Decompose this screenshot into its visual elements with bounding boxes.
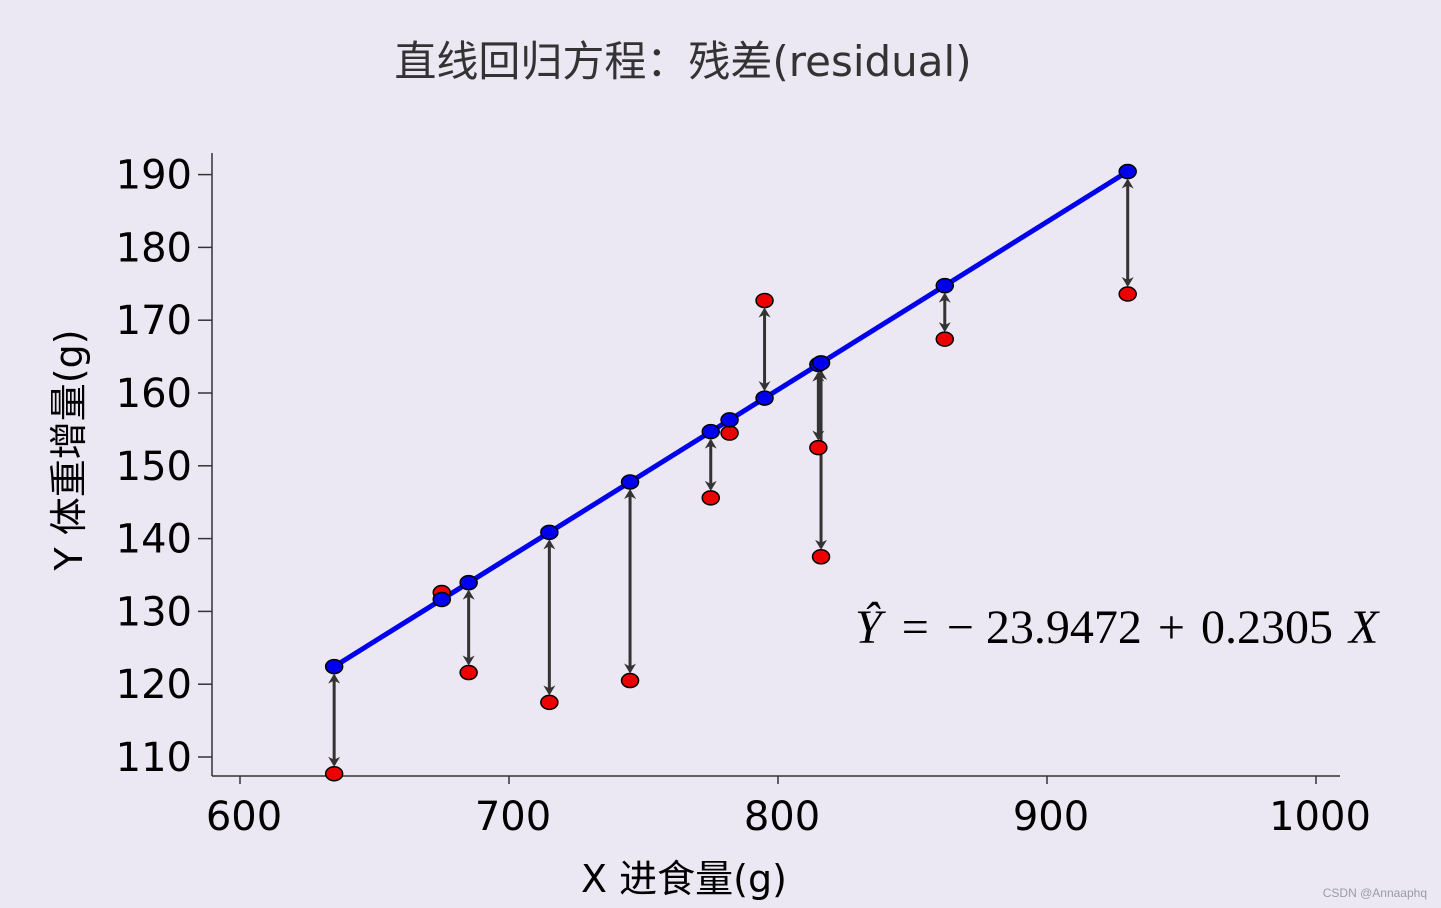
y-tick-label: 190 bbox=[116, 153, 192, 199]
fitted-point bbox=[811, 355, 831, 371]
y-tick-label: 140 bbox=[116, 517, 192, 563]
equation-slope: 0.2305 bbox=[1201, 601, 1333, 654]
fitted-point bbox=[755, 390, 774, 406]
y-tick-label: 160 bbox=[116, 371, 192, 417]
page-title: 直线回归方程：残差(residual) bbox=[394, 37, 972, 86]
y-tick-label: 120 bbox=[116, 662, 192, 708]
fitted-point bbox=[432, 591, 451, 608]
regression-equation: Ŷ = − 23.9472 + 0.2305 X bbox=[855, 601, 1380, 654]
x-tick-label: 1000 bbox=[1269, 794, 1371, 840]
observed-point bbox=[620, 672, 640, 689]
observed-point bbox=[1118, 286, 1137, 302]
observed-point bbox=[540, 694, 559, 711]
equation-minus: − bbox=[947, 601, 974, 654]
fitted-point bbox=[620, 474, 640, 490]
equation-yhat: Ŷ bbox=[855, 601, 886, 654]
fitted-point bbox=[935, 277, 955, 294]
equation-equals: = bbox=[902, 601, 929, 654]
axis-ticks: 600 700 800 900 1000 110 120 130 140 150 160 170 180… bbox=[116, 153, 1371, 840]
fitted-point bbox=[540, 524, 559, 541]
axes bbox=[211, 153, 1340, 777]
observed-point bbox=[809, 439, 828, 456]
x-axis-title: X 进食量(g) bbox=[581, 857, 787, 901]
observed-point bbox=[324, 765, 344, 782]
data-points bbox=[324, 163, 1137, 782]
observed-point bbox=[459, 664, 478, 681]
fitted-point bbox=[720, 412, 739, 428]
y-tick-label: 170 bbox=[116, 298, 192, 344]
residual-arrows bbox=[328, 178, 1134, 767]
y-tick-label: 150 bbox=[116, 444, 192, 490]
y-tick-label: 110 bbox=[116, 735, 192, 781]
x-tick-label: 700 bbox=[475, 794, 551, 840]
x-tick-label: 900 bbox=[1013, 794, 1089, 840]
watermark: CSDN @Annaaphq bbox=[1322, 886, 1427, 900]
y-axis-title: Y 体重增量(g) bbox=[47, 329, 91, 571]
x-tick-label: 600 bbox=[206, 794, 282, 840]
equation-plus: + bbox=[1158, 601, 1185, 654]
y-tick-label: 180 bbox=[116, 225, 192, 271]
equation-intercept: 23.9472 bbox=[986, 601, 1142, 654]
observed-point bbox=[701, 490, 720, 506]
observed-point bbox=[935, 331, 955, 347]
x-tick-label: 800 bbox=[744, 794, 820, 840]
equation-x: X bbox=[1347, 601, 1380, 654]
observed-point bbox=[720, 425, 739, 441]
fitted-point bbox=[459, 574, 478, 591]
observed-point bbox=[811, 549, 831, 565]
fitted-point bbox=[324, 658, 344, 675]
observed-point bbox=[755, 292, 774, 309]
fitted-point bbox=[1118, 163, 1137, 180]
y-tick-label: 130 bbox=[116, 589, 192, 635]
fitted-point bbox=[701, 423, 720, 440]
